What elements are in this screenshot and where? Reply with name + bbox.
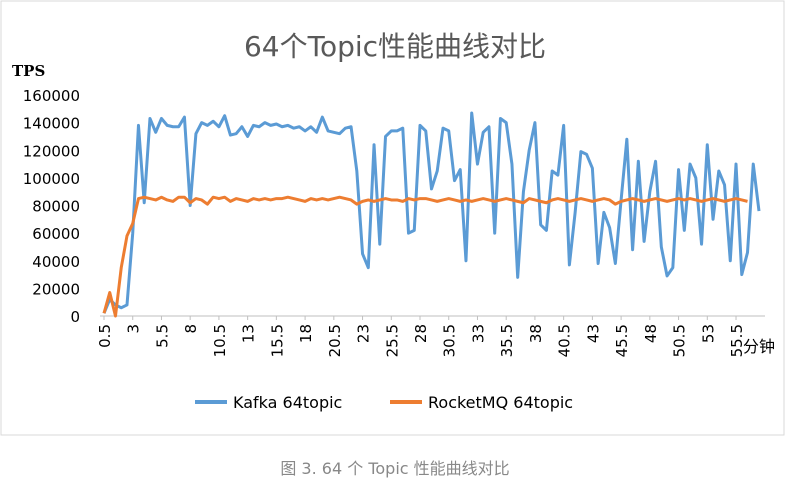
x-tick-label: 25.5 — [383, 324, 401, 357]
chart-title: 64个Topic性能曲线对比 — [244, 30, 546, 63]
x-tick-label: 50.5 — [671, 324, 689, 357]
series-line — [102, 111, 761, 314]
y-tick-label: 100000 — [23, 170, 80, 188]
y-tick-label: 160000 — [23, 87, 80, 105]
y-axis-label: TPS — [12, 62, 45, 80]
y-tick-label: 120000 — [23, 142, 80, 160]
y-tick-label: 0 — [70, 308, 80, 326]
x-tick-label: 13 — [240, 324, 258, 343]
x-tick-label: 20.5 — [326, 324, 344, 357]
x-tick-label: 10.5 — [211, 324, 229, 357]
x-tick-label: 53 — [699, 324, 717, 343]
x-tick-label: 18 — [297, 324, 315, 343]
y-tick-label: 80000 — [32, 198, 80, 216]
y-tick-label: 60000 — [32, 225, 80, 243]
legend-label: RocketMQ 64topic — [428, 393, 573, 412]
caption: 图 3. 64 个 Topic 性能曲线对比 — [280, 459, 509, 478]
x-tick-label: 40.5 — [556, 324, 574, 357]
series-line — [102, 195, 748, 318]
x-tick-label: 43 — [584, 324, 602, 343]
x-tick-label: 8 — [182, 324, 200, 334]
y-tick-label: 140000 — [23, 115, 80, 133]
x-tick-label: 3 — [125, 324, 143, 334]
x-tick-label: 28 — [412, 324, 430, 343]
x-tick-label: 33 — [469, 324, 487, 343]
x-axis-label: 分钟 — [743, 337, 775, 356]
y-tick-label: 40000 — [32, 253, 80, 271]
x-tick-label: 23 — [355, 324, 373, 343]
x-tick-label: 48 — [642, 324, 660, 343]
x-tick-label: 30.5 — [441, 324, 459, 357]
x-tick-label: 45.5 — [613, 324, 631, 357]
x-tick-label: 15.5 — [268, 324, 286, 357]
x-tick-label: 0.5 — [96, 324, 114, 348]
x-tick-label: 5.5 — [153, 324, 171, 348]
legend-label: Kafka 64topic — [233, 393, 342, 412]
x-tick-label: 38 — [527, 324, 545, 343]
chart-border — [0, 0, 785, 436]
y-tick-label: 20000 — [32, 280, 80, 298]
x-tick-label: 55.5 — [728, 324, 746, 357]
x-tick-label: 35.5 — [498, 324, 516, 357]
